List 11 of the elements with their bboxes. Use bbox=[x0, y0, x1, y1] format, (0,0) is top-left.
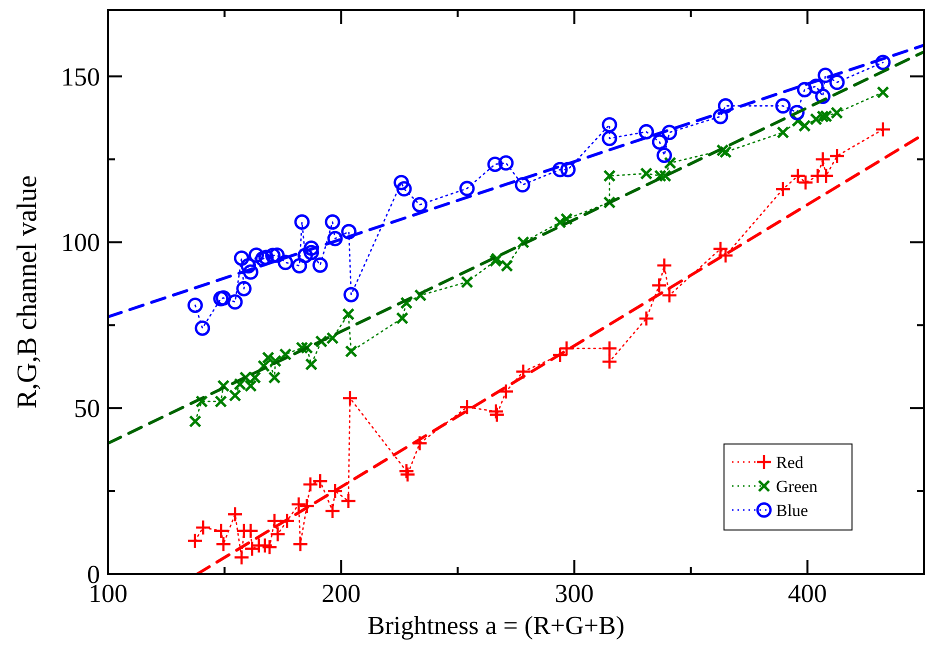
x-axis-title: Brightness a = (R+G+B) bbox=[367, 611, 625, 640]
legend-label: Green bbox=[776, 477, 818, 496]
x-tick-label: 300 bbox=[554, 579, 594, 608]
x-tick-label: 200 bbox=[322, 579, 361, 608]
y-tick-label: 100 bbox=[61, 228, 100, 258]
y-tick-label: 150 bbox=[61, 62, 100, 92]
legend-label: Red bbox=[776, 453, 804, 472]
y-tick-label: 50 bbox=[74, 394, 100, 424]
legend-label: Blue bbox=[776, 501, 808, 520]
x-tick-label: 400 bbox=[788, 579, 827, 608]
y-axis-title: R,G,B channel value bbox=[12, 175, 43, 409]
